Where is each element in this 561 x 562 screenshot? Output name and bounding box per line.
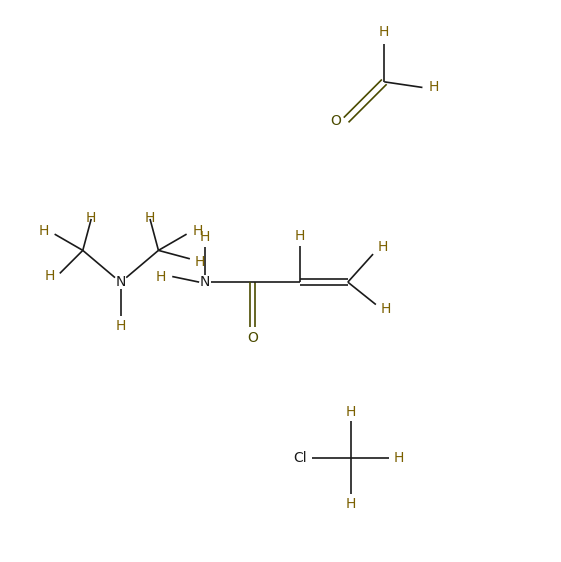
- Text: O: O: [330, 114, 342, 128]
- Text: H: H: [86, 211, 96, 225]
- Text: H: H: [116, 319, 126, 333]
- Text: H: H: [145, 211, 155, 225]
- Text: O: O: [247, 331, 258, 345]
- Text: H: H: [195, 255, 205, 269]
- Text: H: H: [429, 80, 439, 94]
- Text: H: H: [380, 302, 390, 316]
- Text: H: H: [346, 405, 356, 419]
- Text: H: H: [44, 269, 55, 283]
- Text: H: H: [379, 25, 389, 39]
- Text: N: N: [200, 275, 210, 289]
- Text: H: H: [156, 270, 166, 283]
- Text: H: H: [394, 451, 404, 465]
- Text: H: H: [346, 497, 356, 511]
- Text: H: H: [200, 230, 210, 244]
- Text: H: H: [192, 224, 203, 238]
- Text: H: H: [38, 224, 49, 238]
- Text: H: H: [378, 241, 388, 255]
- Text: H: H: [295, 229, 305, 243]
- Text: N: N: [116, 275, 126, 289]
- Text: Cl: Cl: [293, 451, 307, 465]
